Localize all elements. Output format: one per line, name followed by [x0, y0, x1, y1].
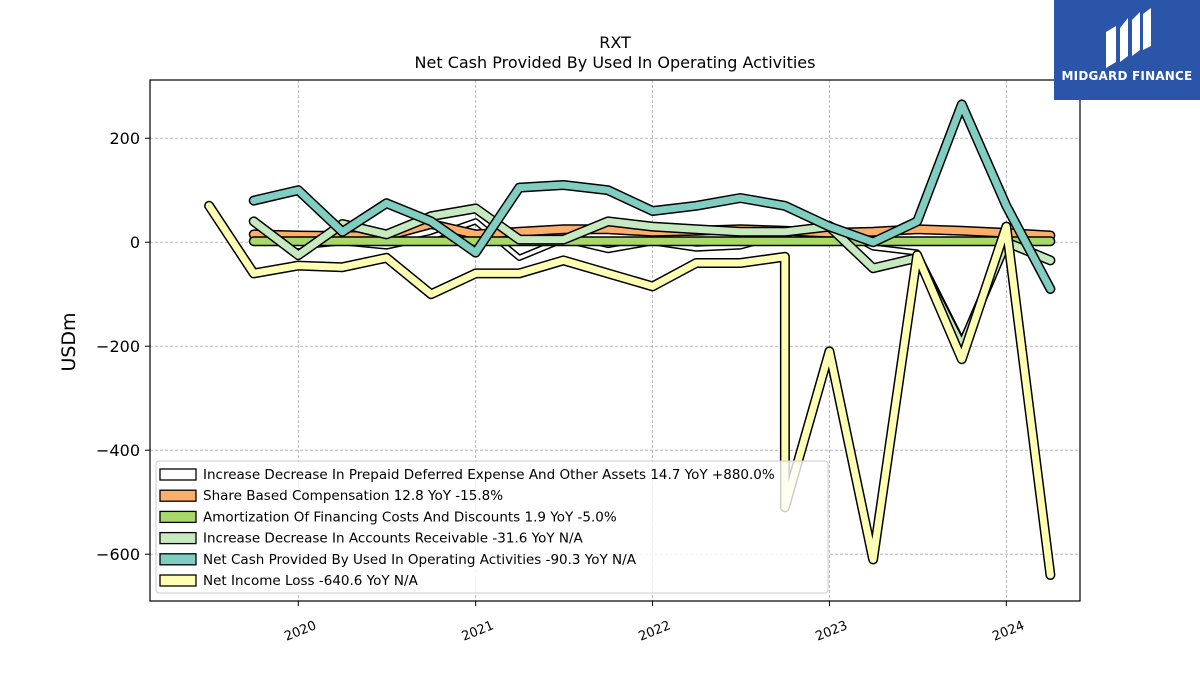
legend-swatch — [159, 510, 197, 524]
brand-logo: MIDGARD FINANCE — [1054, 0, 1200, 100]
chart-subtitle: Net Cash Provided By Used In Operating A… — [415, 53, 816, 72]
x-tick-label: 2023 — [813, 618, 849, 644]
y-tick-label: 200 — [109, 129, 140, 148]
legend-swatch — [159, 531, 197, 545]
legend-box — [155, 460, 829, 594]
y-axis-label: USDm — [58, 312, 80, 371]
legend-entry: Amortization Of Financing Costs And Disc… — [203, 509, 617, 525]
series-line — [250, 100, 1054, 293]
series-5 — [204, 200, 1056, 580]
x-tick-label: 2022 — [637, 618, 673, 644]
brand-name: MIDGARD FINANCE — [1061, 69, 1193, 83]
legend-swatch — [159, 468, 197, 481]
legend-entry: Share Based Compensation 12.8 YoY -15.8% — [203, 488, 503, 504]
legend-swatch — [159, 574, 197, 587]
x-tick-label: 2020 — [282, 618, 318, 644]
legend-swatch — [159, 489, 197, 502]
y-tick-label: −600 — [96, 545, 140, 564]
x-tick-label: 2021 — [460, 618, 496, 644]
legend-entry: Increase Decrease In Accounts Receivable… — [203, 531, 584, 547]
brand-mark-icon — [1106, 8, 1151, 68]
y-tick-label: 0 — [130, 233, 140, 252]
legend-entry: Net Cash Provided By Used In Operating A… — [203, 552, 637, 568]
y-axis-ticks: 200 0 −200 −400 −600 — [96, 129, 150, 564]
y-tick-label: −400 — [96, 441, 140, 460]
legend-entry: Increase Decrease In Prepaid Deferred Ex… — [203, 467, 775, 483]
legend-entry: Net Income Loss -640.6 YoY N/A — [203, 573, 419, 589]
plot-frame — [149, 79, 1081, 602]
x-tick-label: 2024 — [990, 618, 1026, 644]
x-axis-ticks: 2020 2021 2022 2023 2024 — [282, 601, 1027, 645]
legend: Increase Decrease In Prepaid Deferred Ex… — [155, 460, 829, 594]
series-line — [205, 202, 1054, 579]
series-4 — [248, 99, 1056, 294]
legend-swatch — [159, 553, 197, 566]
chart-title: RXT — [599, 33, 631, 52]
series-lines — [204, 99, 1056, 580]
y-tick-label: −200 — [96, 337, 140, 356]
